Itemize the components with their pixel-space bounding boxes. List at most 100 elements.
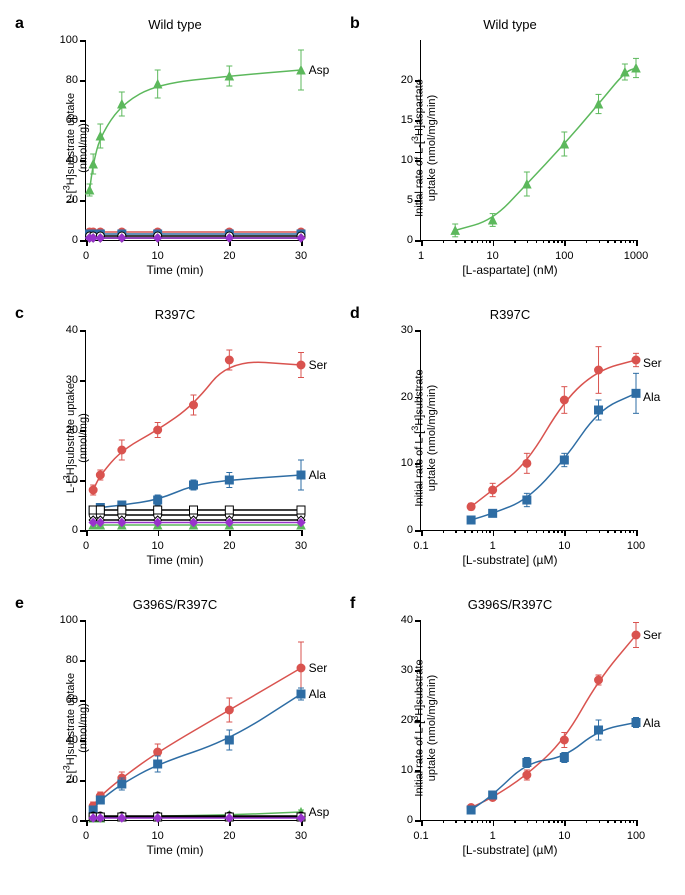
x-axis-label: Time (min): [147, 843, 204, 857]
panel-title: Wild type: [148, 17, 201, 32]
x-minor-tick: [599, 820, 601, 823]
x-tick-label: 0.1: [413, 830, 428, 842]
plot-svg: [421, 620, 636, 820]
y-tick-label: 10: [389, 764, 413, 776]
x-minor-tick: [625, 240, 627, 243]
plot-area: 0102030400102030SerAla: [85, 330, 301, 531]
x-minor-tick: [620, 820, 622, 823]
x-minor-tick: [443, 820, 445, 823]
x-minor-tick: [614, 820, 616, 823]
x-axis-label: [L-aspartate] (nM): [462, 263, 557, 277]
panel-label: b: [350, 15, 360, 33]
x-minor-tick: [553, 820, 555, 823]
x-minor-tick: [548, 530, 550, 533]
x-minor-tick: [489, 530, 491, 533]
x-tick-label: 100: [627, 830, 645, 842]
x-minor-tick: [561, 530, 563, 533]
x-minor-tick: [486, 820, 488, 823]
x-tick-label: 100: [627, 540, 645, 552]
y-tick-label: 0: [54, 234, 78, 246]
y-tick-label: 0: [389, 234, 413, 246]
x-minor-tick: [527, 820, 529, 823]
x-minor-tick: [489, 820, 491, 823]
plot-area: 051015201101001000: [420, 40, 636, 241]
x-tick: [421, 530, 423, 536]
y-tick-label: 40: [54, 154, 78, 166]
x-tick: [564, 820, 566, 826]
y-tick-label: 5: [389, 194, 413, 206]
y-tick-label: 0: [54, 524, 78, 536]
x-minor-tick: [625, 820, 627, 823]
x-minor-tick: [633, 820, 635, 823]
x-tick-label: 0: [83, 830, 89, 842]
y-tick-label: 30: [54, 374, 78, 386]
x-tick: [636, 820, 638, 826]
plot-svg: [86, 40, 301, 240]
y-tick-label: 10: [389, 457, 413, 469]
y-tick-label: 15: [389, 114, 413, 126]
x-axis-label: [L-substrate] (µM): [463, 553, 558, 567]
y-tick-label: 0: [54, 814, 78, 826]
x-tick-label: 1: [490, 830, 496, 842]
y-tick-label: 60: [54, 694, 78, 706]
x-minor-tick: [620, 530, 622, 533]
x-minor-tick: [543, 820, 545, 823]
x-tick-label: 10: [152, 830, 164, 842]
x-tick: [493, 240, 495, 246]
x-minor-tick: [464, 530, 466, 533]
x-minor-tick: [543, 240, 545, 243]
x-tick: [86, 530, 88, 536]
panel-b: bWild typeInitial rate of L-[3H]aspartat…: [350, 15, 670, 280]
x-minor-tick: [527, 240, 529, 243]
x-tick: [86, 820, 88, 826]
x-minor-tick: [486, 530, 488, 533]
x-minor-tick: [614, 240, 616, 243]
x-minor-tick: [514, 530, 516, 533]
x-minor-tick: [471, 240, 473, 243]
x-minor-tick: [629, 240, 631, 243]
x-tick: [564, 240, 566, 246]
x-minor-tick: [586, 530, 588, 533]
panel-c: cR397CL-[3H]substrate uptake(nmol/mg)Tim…: [15, 305, 335, 570]
panel-title: R397C: [155, 307, 195, 322]
x-minor-tick: [514, 240, 516, 243]
panel-f: fG396S/R397CInitial rate of L-[3H]substr…: [350, 595, 670, 860]
x-minor-tick: [443, 530, 445, 533]
x-minor-tick: [443, 240, 445, 243]
x-tick-label: 10: [558, 540, 570, 552]
panel-a: aWild typeL-[3H]substrate uptake(nmol/mg…: [15, 15, 335, 280]
x-minor-tick: [482, 240, 484, 243]
x-minor-tick: [553, 240, 555, 243]
x-minor-tick: [633, 530, 635, 533]
y-tick-label: 20: [389, 714, 413, 726]
y-tick-label: 40: [389, 614, 413, 626]
y-tick-label: 100: [54, 614, 78, 626]
x-tick: [564, 530, 566, 536]
x-tick-label: 20: [223, 250, 235, 262]
x-minor-tick: [527, 530, 529, 533]
x-minor-tick: [482, 820, 484, 823]
y-tick-label: 80: [54, 74, 78, 86]
panel-label: c: [15, 305, 24, 323]
x-minor-tick: [620, 240, 622, 243]
x-minor-tick: [607, 240, 609, 243]
panel-label: f: [350, 595, 355, 613]
x-tick-label: 0: [83, 250, 89, 262]
x-tick: [158, 530, 160, 536]
y-tick-label: 10: [389, 154, 413, 166]
x-minor-tick: [471, 820, 473, 823]
x-tick-label: 10: [152, 540, 164, 552]
x-minor-tick: [629, 530, 631, 533]
x-tick: [421, 820, 423, 826]
x-minor-tick: [464, 820, 466, 823]
x-minor-tick: [455, 820, 457, 823]
x-axis-label: Time (min): [147, 263, 204, 277]
x-minor-tick: [629, 820, 631, 823]
x-minor-tick: [536, 530, 538, 533]
x-minor-tick: [557, 820, 559, 823]
x-minor-tick: [599, 240, 601, 243]
x-minor-tick: [561, 240, 563, 243]
panel-title: Wild type: [483, 17, 536, 32]
panel-label: a: [15, 15, 24, 33]
series-label: Ser: [309, 661, 328, 675]
